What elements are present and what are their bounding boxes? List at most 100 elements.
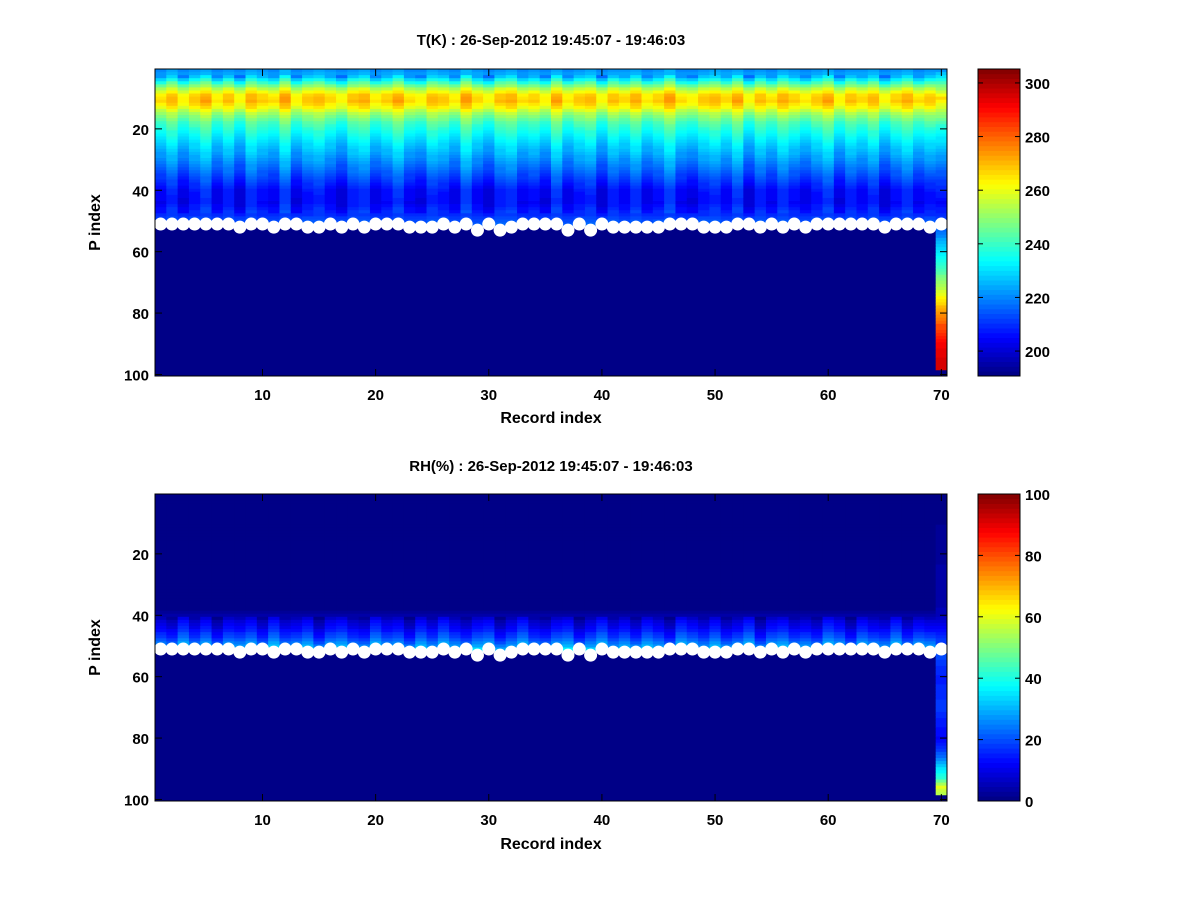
heatmap-cell — [359, 629, 371, 632]
heatmap-cell — [200, 503, 212, 506]
heatmap-cell — [732, 207, 744, 210]
heatmap-cell — [596, 112, 608, 115]
heatmap-cell — [562, 176, 574, 179]
heatmap-cell — [291, 522, 303, 525]
heatmap-cell — [766, 176, 778, 179]
heatmap-cell — [347, 69, 359, 72]
heatmap-cell — [234, 635, 246, 638]
heatmap-cell — [166, 626, 178, 629]
heatmap-cell — [200, 608, 212, 611]
heatmap-cell — [936, 287, 948, 290]
heatmap-cell — [178, 173, 190, 176]
heatmap-cell — [811, 176, 823, 179]
heatmap-cell — [653, 97, 665, 100]
heatmap-cell — [313, 546, 325, 549]
heatmap-cell — [234, 90, 246, 93]
heatmap-cell — [200, 189, 212, 192]
heatmap-cell — [359, 506, 371, 509]
heatmap-cell — [438, 164, 450, 167]
heatmap-cell — [709, 192, 721, 195]
heatmap-cell — [902, 100, 914, 103]
surface-marker — [663, 218, 676, 231]
heatmap-cell — [178, 69, 190, 72]
heatmap-cell — [166, 75, 178, 78]
heatmap-cell — [268, 500, 280, 503]
heatmap-cell — [370, 565, 382, 568]
heatmap-cell — [438, 161, 450, 164]
heatmap-cell — [234, 568, 246, 571]
heatmap-cell — [178, 75, 190, 78]
heatmap-cell — [766, 100, 778, 103]
heatmap-cell — [789, 103, 801, 106]
surface-marker — [471, 224, 484, 237]
heatmap-cell — [393, 155, 405, 158]
heatmap-cell — [381, 565, 393, 568]
heatmap-cell — [223, 207, 235, 210]
heatmap-cell — [268, 592, 280, 595]
heatmap-cell — [291, 558, 303, 561]
heatmap-cell — [313, 143, 325, 146]
colorbar-segment — [978, 328, 1020, 333]
heatmap-cell — [336, 601, 348, 604]
heatmap-cell — [472, 81, 484, 84]
heatmap-cell — [246, 552, 258, 555]
heatmap-cell — [642, 213, 654, 216]
heatmap-cell — [551, 167, 563, 170]
heatmap-cell — [732, 161, 744, 164]
heatmap-cell — [336, 207, 348, 210]
heatmap-cell — [325, 500, 337, 503]
heatmap-cell — [551, 152, 563, 155]
heatmap-cell — [574, 133, 586, 136]
heatmap-cell — [902, 124, 914, 127]
heatmap-cell — [189, 69, 201, 72]
heatmap-cell — [155, 140, 167, 143]
heatmap-cell — [596, 121, 608, 124]
heatmap-cell — [427, 195, 439, 198]
heatmap-cell — [279, 497, 291, 500]
heatmap-cell — [268, 494, 280, 497]
heatmap-cell — [302, 632, 314, 635]
heatmap-cell — [257, 525, 269, 528]
surface-marker — [856, 218, 869, 231]
heatmap-cell — [743, 161, 755, 164]
heatmap-cell — [585, 164, 597, 167]
heatmap-cell — [234, 595, 246, 598]
heatmap-cell — [709, 97, 721, 100]
heatmap-cell — [596, 87, 608, 90]
heatmap-cell — [936, 348, 948, 351]
heatmap-cell — [732, 112, 744, 115]
surface-marker — [437, 218, 450, 231]
heatmap-cell — [472, 106, 484, 109]
heatmap-cell — [687, 133, 699, 136]
surface-marker — [844, 218, 857, 231]
heatmap-cell — [223, 186, 235, 189]
heatmap-cell — [868, 189, 880, 192]
heatmap-cell — [438, 133, 450, 136]
heatmap-cell — [155, 558, 167, 561]
heatmap-cell — [551, 90, 563, 93]
heatmap-cell — [381, 540, 393, 543]
surface-marker — [810, 218, 823, 231]
heatmap-cell — [755, 84, 767, 87]
heatmap-cell — [789, 210, 801, 213]
heatmap-cell — [642, 133, 654, 136]
heatmap-cell — [585, 195, 597, 198]
heatmap-cell — [189, 620, 201, 623]
heatmap-cell — [924, 109, 936, 112]
heatmap-cell — [913, 173, 925, 176]
heatmap-cell — [246, 537, 258, 540]
heatmap-cell — [189, 571, 201, 574]
heatmap-cell — [370, 552, 382, 555]
heatmap-cell — [336, 155, 348, 158]
heatmap-cell — [732, 69, 744, 72]
heatmap-cell — [596, 90, 608, 93]
heatmap-cell — [585, 133, 597, 136]
heatmap-cell — [313, 638, 325, 641]
heatmap-cell — [223, 137, 235, 140]
heatmap-cell — [178, 555, 190, 558]
heatmap-cell — [313, 155, 325, 158]
heatmap-cell — [155, 106, 167, 109]
heatmap-cell — [223, 638, 235, 641]
heatmap-cell — [653, 210, 665, 213]
heatmap-cell — [936, 100, 948, 103]
